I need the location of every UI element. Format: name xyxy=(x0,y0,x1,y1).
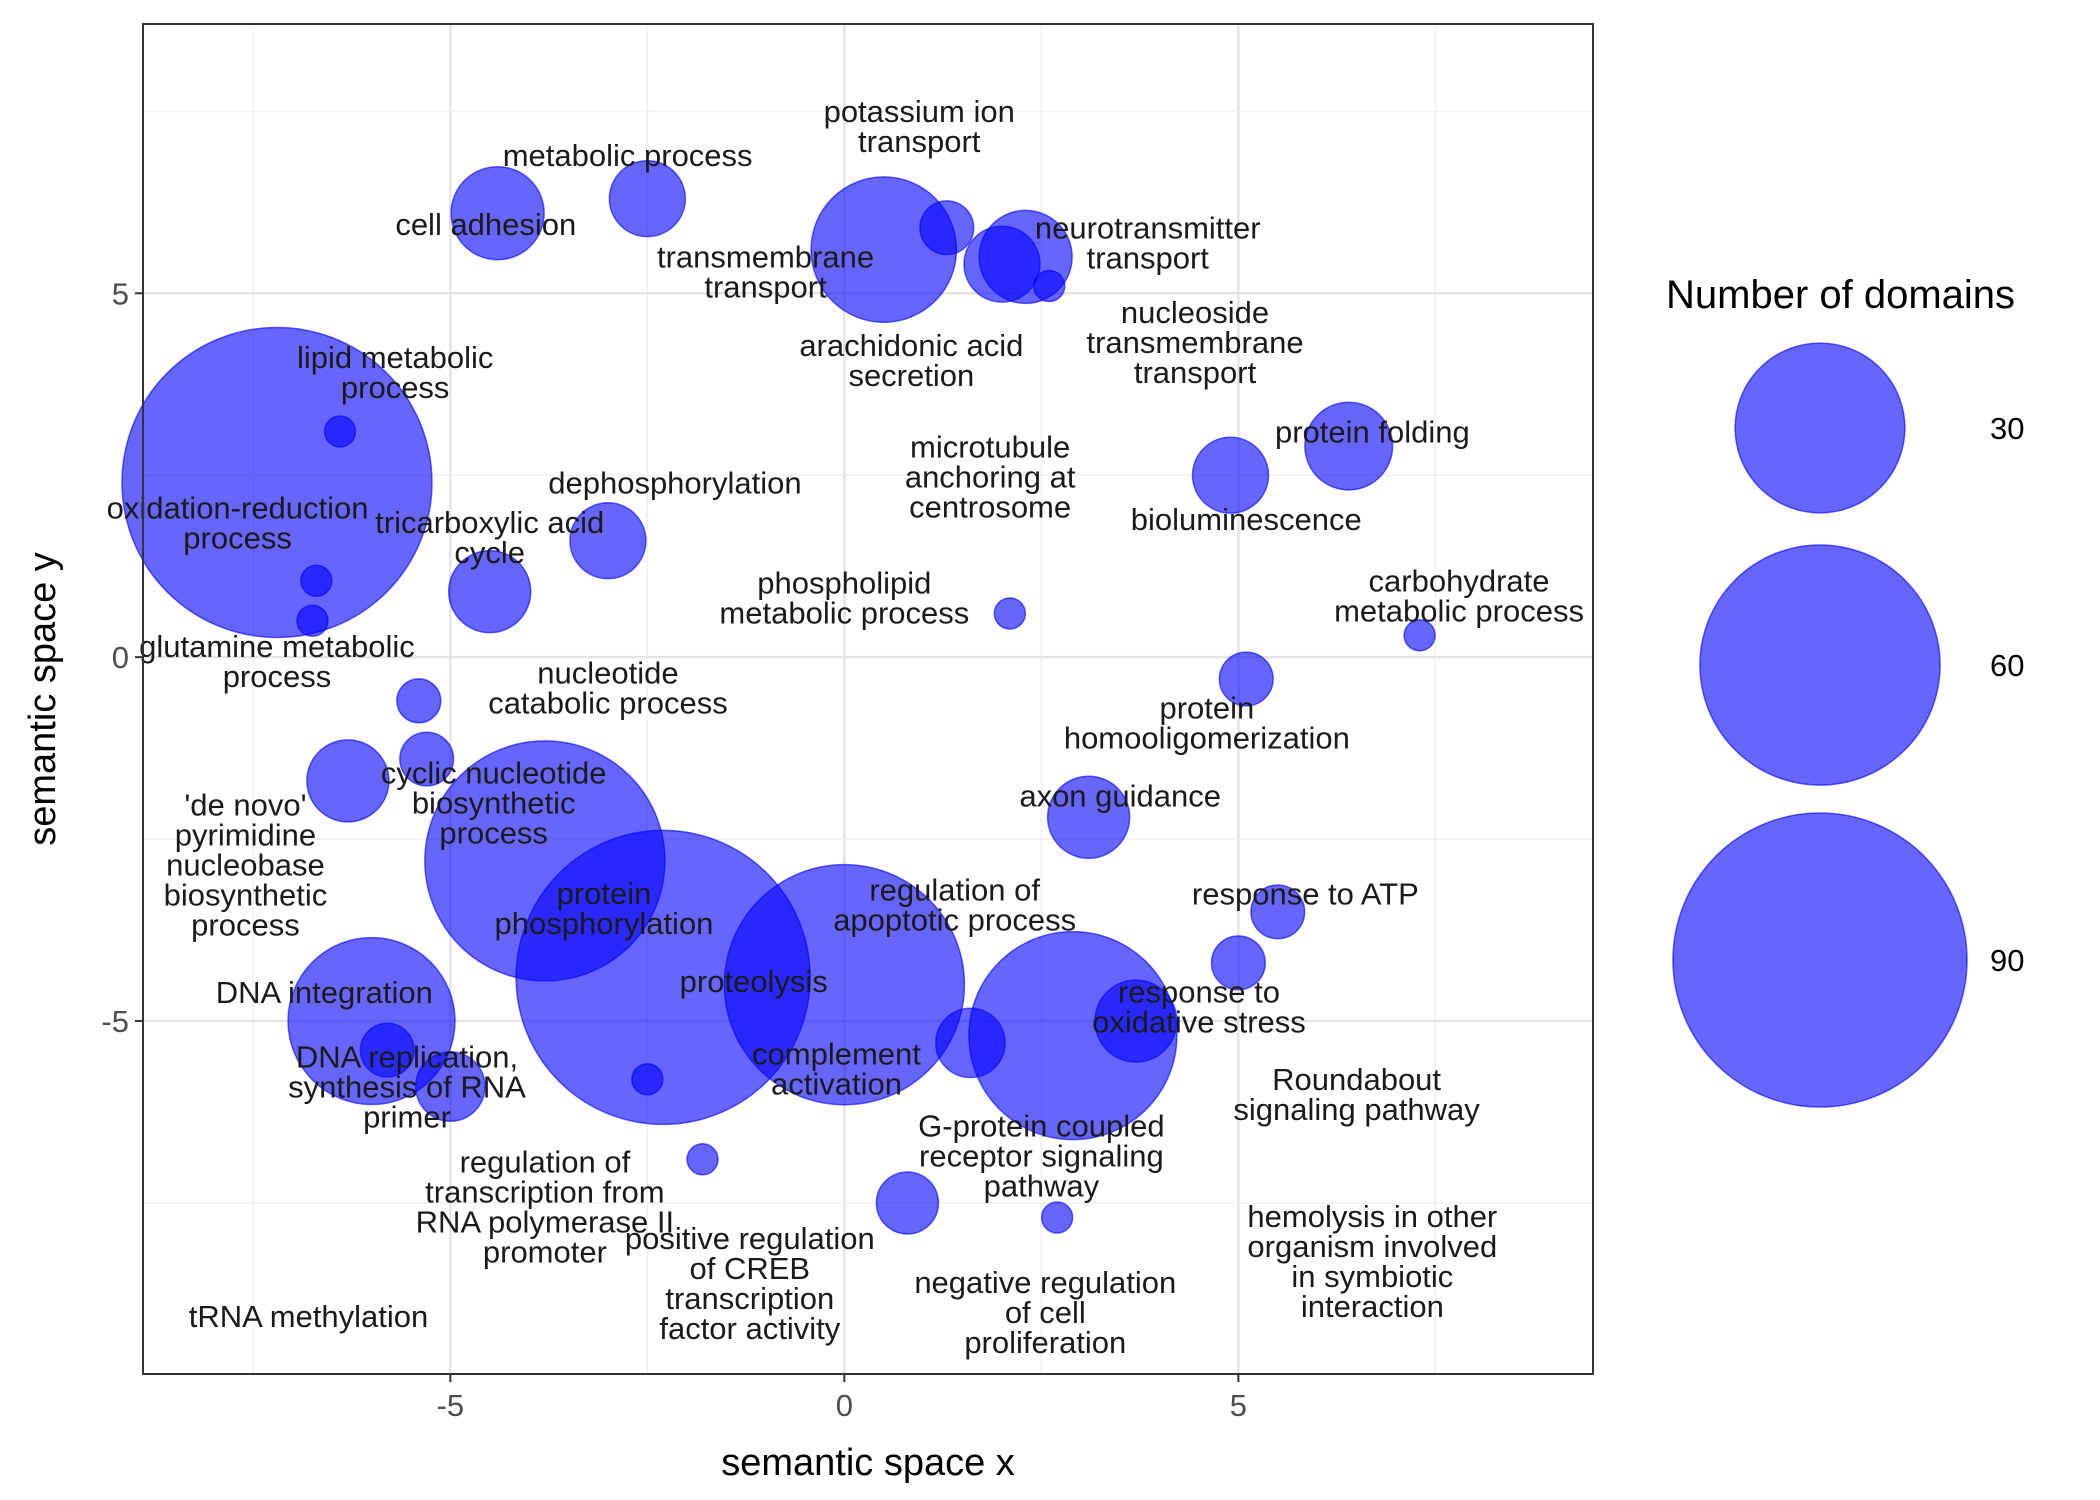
bubble xyxy=(396,678,442,724)
legend-title: Number of domains xyxy=(1666,273,2015,317)
bubble-label: microtubule anchoring at centrosome xyxy=(905,430,1076,525)
bubble-label: regulation of apoptotic process xyxy=(833,873,1076,938)
bubble-label: Roundabout signaling pathway xyxy=(1233,1062,1480,1127)
bubble-label: protein phosphorylation xyxy=(495,876,714,941)
bubble-label: axon guidance xyxy=(1019,778,1221,813)
bubble-label: tricarboxylic acid cycle xyxy=(375,505,604,570)
bubble xyxy=(296,604,329,638)
legend-key-label: 30 xyxy=(1990,411,2024,446)
bubble xyxy=(121,326,433,639)
bubble-label: bioluminescence xyxy=(1131,502,1362,537)
y-tick-label: 5 xyxy=(112,276,129,311)
bubble xyxy=(323,415,357,448)
bubble-label: lipid metabolic process xyxy=(297,340,493,405)
bubble xyxy=(935,1007,1006,1079)
bubble xyxy=(1304,401,1394,491)
bubble xyxy=(1191,436,1270,514)
bubble xyxy=(399,731,455,787)
bubble xyxy=(963,225,1041,303)
bubble-label: carbohydrate metabolic process xyxy=(1334,563,1584,628)
bubble-label: hemolysis in other organism involved in sy… xyxy=(1247,1199,1497,1324)
bubble-label: phospholipid metabolic process xyxy=(719,565,969,630)
bubble-label: positive regulation of CREB transcription f… xyxy=(625,1221,875,1346)
bubble xyxy=(569,501,647,580)
bubbles xyxy=(121,159,1436,1235)
bubble-label: regulation of transcription from RNA polym… xyxy=(416,1145,674,1270)
bubble xyxy=(414,1051,486,1122)
bubble-label: metabolic process xyxy=(503,138,753,173)
bubble xyxy=(287,936,456,1106)
bubble-label: protein folding xyxy=(1275,415,1470,450)
bubble-label: nucleotide catabolic process xyxy=(488,656,728,721)
bubble-label: G-protein coupled receptor signaling pathw… xyxy=(918,1109,1164,1204)
bubble-label: tRNA methylation xyxy=(189,1299,429,1334)
bubble-label: transmembrane transport xyxy=(657,239,874,304)
bubble-label: proteolysis xyxy=(680,964,828,999)
bubble xyxy=(447,549,532,634)
bubble xyxy=(631,1063,664,1096)
bubble-label: oxidation-reduction process xyxy=(107,491,369,556)
bubble-label: complement activation xyxy=(752,1036,921,1101)
x-tick-label: 0 xyxy=(836,1388,853,1423)
bubble xyxy=(993,597,1027,630)
y-tick-label: 0 xyxy=(112,640,129,675)
bubble xyxy=(919,200,975,256)
bubble xyxy=(1094,979,1178,1063)
x-tick-label: 5 xyxy=(1230,1388,1247,1423)
legend-key-bubble xyxy=(1699,544,1941,786)
bubble xyxy=(1250,884,1306,940)
bubble-label: cell adhesion xyxy=(395,207,576,242)
bubble xyxy=(450,165,545,261)
bubble xyxy=(608,159,687,238)
y-tick-label: -5 xyxy=(101,1004,129,1039)
bubble-label: nucleoside transmembrane transport xyxy=(1086,295,1303,390)
legend-key-label: 60 xyxy=(1990,648,2024,683)
bubble-label: glutamine metabolic process xyxy=(139,629,415,694)
bubble-label: protein homooligomerization xyxy=(1064,691,1350,756)
legend: Number of domains 30 60 90 xyxy=(1666,273,2024,1108)
legend-key-bubble xyxy=(1672,812,1968,1108)
bubble xyxy=(1033,269,1066,303)
bubble xyxy=(300,564,333,597)
bubble xyxy=(1046,775,1131,860)
legend-key-label: 90 xyxy=(1990,943,2024,978)
bubble-label: neurotransmitter transport xyxy=(1035,210,1261,275)
bubble-label: DNA replication, synthesis of RNA primer xyxy=(288,1040,526,1135)
bubble xyxy=(1040,1201,1074,1234)
bubble-label: response to oxidative stress xyxy=(1092,974,1306,1039)
bubble-label: cyclic nucleotide biosynthetic process xyxy=(381,756,607,851)
bubble-label: response to ATP xyxy=(1192,877,1419,912)
bubble-label: 'de novo' pyrimidine nucleobase biosyntheti… xyxy=(164,788,328,943)
axis-ticks: -5 0 5 5 0 -5 xyxy=(101,276,1247,1423)
bubble-label: arachidonic acid secretion xyxy=(799,328,1023,393)
bubble xyxy=(875,1171,940,1235)
x-axis-title: semantic space x xyxy=(721,1442,1015,1484)
bubble-label: dephosphorylation xyxy=(548,465,801,500)
bubble xyxy=(1403,619,1436,652)
plot-border xyxy=(142,23,1594,1375)
bubble-labels: metabolic process cell adhesion potassium … xyxy=(107,94,1584,1360)
bubble-label: DNA integration xyxy=(216,975,433,1010)
bubble xyxy=(359,1022,415,1078)
legend-key-bubble xyxy=(1734,342,1906,514)
x-tick-label: -5 xyxy=(437,1388,465,1423)
bubble xyxy=(306,739,390,823)
bubble-label: potassium ion transport xyxy=(824,94,1015,159)
bubble xyxy=(1218,651,1274,707)
y-axis-title: semantic space y xyxy=(22,552,64,846)
bubble xyxy=(686,1143,719,1176)
bubble xyxy=(723,863,966,1106)
bubble xyxy=(424,740,666,982)
bubble xyxy=(1210,935,1266,991)
bubble-label: negative regulation of cell proliferation xyxy=(914,1265,1176,1360)
